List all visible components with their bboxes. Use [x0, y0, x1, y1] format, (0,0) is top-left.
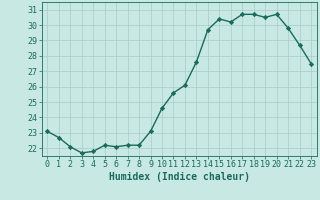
X-axis label: Humidex (Indice chaleur): Humidex (Indice chaleur)	[109, 172, 250, 182]
